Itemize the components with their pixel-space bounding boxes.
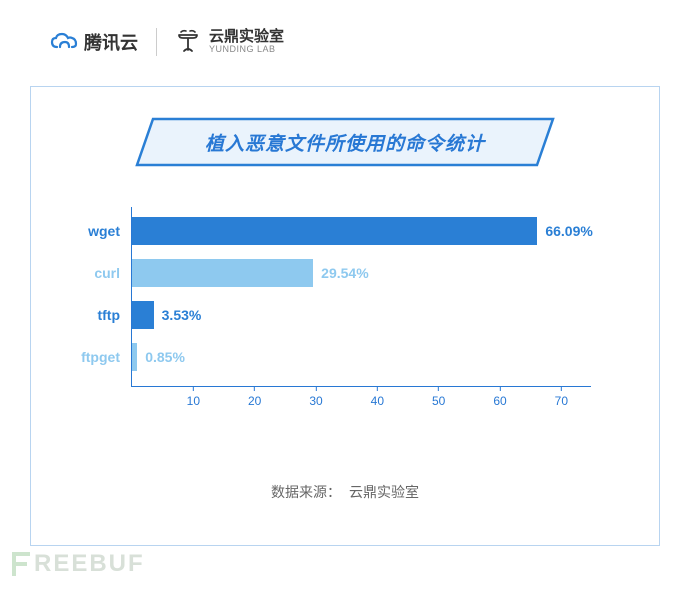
brand-divider	[156, 28, 157, 56]
bar-label: wget	[88, 223, 132, 239]
bar	[132, 301, 154, 329]
ding-icon	[175, 29, 201, 55]
x-tick: 30	[309, 386, 322, 408]
bar-label: ftpget	[81, 349, 132, 365]
brand-yundinglab: 云鼎实验室 YUNDING LAB	[175, 29, 284, 55]
brand-tencentcloud: 腾讯云	[50, 29, 138, 55]
bar-label: curl	[94, 265, 132, 281]
chart-title: 植入恶意文件所使用的命令统计	[135, 117, 555, 167]
x-tick: 50	[432, 386, 445, 408]
cloud-icon	[50, 32, 78, 52]
bar	[132, 217, 537, 245]
brand2-en: YUNDING LAB	[209, 45, 284, 55]
bar-row: tftp3.53%	[132, 301, 201, 329]
brand1-text: 腾讯云	[84, 29, 138, 55]
bar-label: tftp	[97, 307, 132, 323]
plot-area: wget66.09% curl29.54% tftp3.53% ftpget0.85%…	[131, 207, 591, 387]
bar-chart: wget66.09% curl29.54% tftp3.53% ftpget0.85%…	[131, 207, 594, 427]
x-tick: 10	[187, 386, 200, 408]
data-source: 数据来源： 云鼎实验室	[66, 482, 624, 502]
bar-row: ftpget0.85%	[132, 343, 185, 371]
x-tick: 60	[493, 386, 506, 408]
watermark: REEBUF	[12, 550, 145, 578]
chart-card: 植入恶意文件所使用的命令统计 wget66.09%curl29.54%tftp3…	[30, 86, 660, 546]
bar-value: 3.53%	[154, 307, 202, 323]
title-banner: 植入恶意文件所使用的命令统计	[135, 117, 555, 167]
source-label: 数据来源：	[271, 484, 341, 500]
bar-value: 0.85%	[137, 349, 185, 365]
source-value: 云鼎实验室	[349, 484, 419, 500]
bar	[132, 259, 313, 287]
x-tick: 70	[555, 386, 568, 408]
bar-value: 66.09%	[537, 223, 592, 239]
watermark-f-icon	[12, 552, 30, 576]
watermark-text: REEBUF	[34, 550, 145, 578]
brand2-cn: 云鼎实验室	[209, 29, 284, 46]
bar-row: curl29.54%	[132, 259, 369, 287]
bar-value: 29.54%	[313, 265, 368, 281]
x-tick: 20	[248, 386, 261, 408]
x-tick: 40	[371, 386, 384, 408]
header: 腾讯云 云鼎实验室 YUNDING LAB	[0, 0, 690, 56]
bar-row: wget66.09%	[132, 217, 593, 245]
